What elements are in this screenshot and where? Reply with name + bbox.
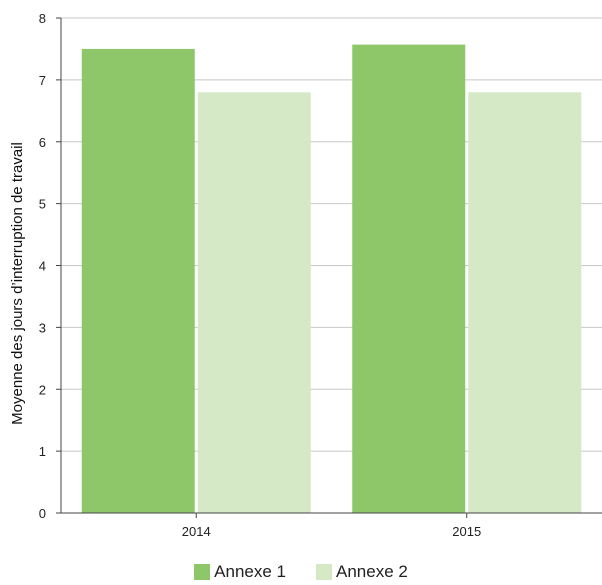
legend-item-annexe-1: Annexe 1 bbox=[194, 562, 286, 582]
bar-2014-annexe-1 bbox=[81, 48, 195, 513]
legend: Annexe 1 Annexe 2 bbox=[0, 562, 602, 582]
x-axis-ticks: 2014 2015 bbox=[182, 513, 481, 539]
legend-item-annexe-2: Annexe 2 bbox=[316, 562, 408, 582]
y-tick-label-4: 4 bbox=[39, 259, 46, 274]
y-tick-label-6: 6 bbox=[39, 135, 46, 150]
y-tick-label-1: 1 bbox=[39, 444, 46, 459]
bars bbox=[81, 44, 582, 513]
bar-2015-annexe-1 bbox=[352, 44, 466, 513]
y-tick-label-0: 0 bbox=[39, 506, 46, 521]
y-axis-ticks: 0 1 2 3 4 5 6 7 8 bbox=[39, 11, 61, 521]
y-axis-label: Moyenne des jours d’interruption de trav… bbox=[9, 142, 26, 425]
bar-2014-annexe-2 bbox=[197, 92, 311, 513]
bar-2015-annexe-2 bbox=[468, 92, 582, 513]
y-tick-label-5: 5 bbox=[39, 197, 46, 212]
y-tick-label-3: 3 bbox=[39, 320, 46, 335]
bar-chart: 0 1 2 3 4 5 6 7 8 2014 2015 Moyenne des jours d’i… bbox=[9, 11, 602, 539]
x-tick-label-2015: 2015 bbox=[452, 524, 481, 539]
y-tick-label-2: 2 bbox=[39, 382, 46, 397]
legend-label-annexe-2: Annexe 2 bbox=[336, 562, 408, 581]
y-tick-label-7: 7 bbox=[39, 73, 46, 88]
x-tick-label-2014: 2014 bbox=[182, 524, 211, 539]
legend-swatch-annexe-1 bbox=[194, 564, 211, 580]
legend-label-annexe-1: Annexe 1 bbox=[214, 562, 286, 581]
y-tick-label-8: 8 bbox=[39, 11, 46, 26]
legend-swatch-annexe-2 bbox=[316, 564, 332, 580]
